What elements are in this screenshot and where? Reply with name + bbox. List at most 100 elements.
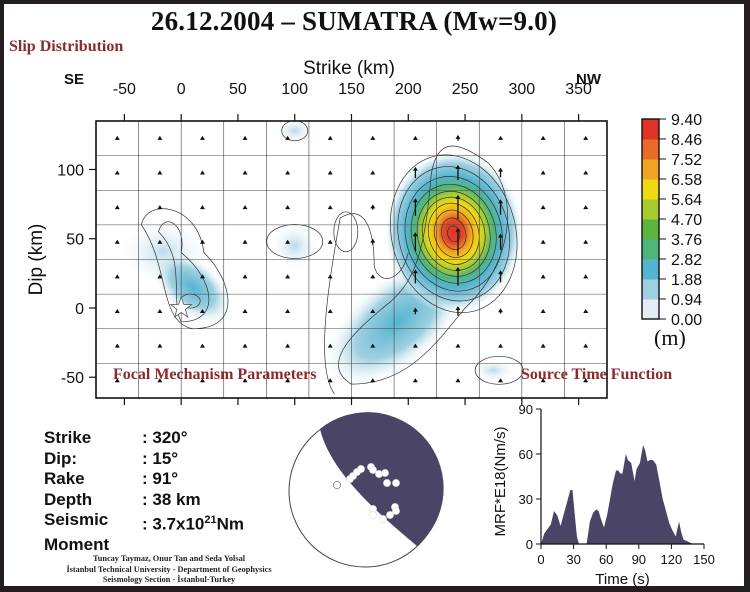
colorbar-segment bbox=[642, 239, 659, 260]
slip-vector-head bbox=[583, 343, 589, 348]
colorbar-segment bbox=[642, 179, 659, 200]
x-tick-label: 150 bbox=[693, 552, 715, 567]
slip-vector-head bbox=[583, 170, 589, 175]
colorbar-unit: (m) bbox=[654, 325, 686, 350]
x-tick-label: 50 bbox=[229, 81, 247, 98]
contour-line bbox=[421, 196, 486, 271]
slip-vector-head bbox=[199, 205, 205, 210]
station-polarity-marker bbox=[383, 479, 391, 487]
slip-vector-head bbox=[114, 135, 120, 140]
x-axis-label: Strike (km) bbox=[303, 58, 395, 79]
slip-vector-head bbox=[327, 205, 333, 210]
y-axis-label: MRF*E18(Nm/s) bbox=[492, 426, 509, 536]
slip-vector-head bbox=[114, 274, 120, 279]
slip-vector-head bbox=[412, 232, 418, 237]
slip-vector-head bbox=[370, 238, 376, 243]
page-title: 26.12.2004 – SUMATRA (Mw=9.0) bbox=[150, 6, 558, 36]
slip-vector-head bbox=[242, 135, 248, 140]
contour-line bbox=[404, 176, 503, 292]
slip-vector-head bbox=[455, 227, 461, 232]
slip-vector-head bbox=[285, 308, 291, 313]
slip-vector-head bbox=[412, 269, 418, 274]
parameter-label: Seismic bbox=[44, 510, 109, 529]
slip-vector-head bbox=[412, 135, 418, 140]
slip-vector-head bbox=[114, 378, 120, 383]
credit-line: İstanbul Technical University - Departme… bbox=[66, 564, 272, 574]
y-tick-label: -50 bbox=[61, 370, 84, 387]
parameter-row: Rake : 91° bbox=[44, 469, 244, 490]
parameter-label: Moment bbox=[44, 535, 110, 555]
slip-vector-head bbox=[455, 134, 461, 139]
x-tick-label: 0 bbox=[537, 552, 544, 567]
colorbar-tick-label: 9.40 bbox=[671, 112, 702, 129]
slip-vector-head bbox=[199, 378, 205, 383]
parameter-value: : 38 km bbox=[142, 489, 201, 509]
slip-vector-head bbox=[285, 239, 291, 244]
slip-vector-head bbox=[540, 274, 546, 279]
y-tick-label: 100 bbox=[57, 162, 84, 179]
slip-vector-head bbox=[327, 308, 333, 313]
colorbar-tick-label: 6.58 bbox=[671, 172, 702, 189]
slip-vector-head bbox=[285, 205, 291, 210]
colorbar-segment bbox=[642, 199, 659, 220]
contour-line bbox=[410, 183, 497, 284]
slip-vector-head bbox=[157, 205, 163, 210]
parameter-label: Rake bbox=[44, 469, 85, 488]
slip-vector-head bbox=[583, 205, 589, 210]
colorbar-tick-label: 4.70 bbox=[671, 212, 702, 229]
slip-vector-head bbox=[327, 343, 333, 348]
slip-vector-head bbox=[583, 239, 589, 244]
contour-line bbox=[333, 211, 359, 253]
slip-vector-head bbox=[285, 343, 291, 348]
slip-vector-head bbox=[242, 378, 248, 383]
slip-vector-head bbox=[157, 308, 163, 313]
slip-vector-head bbox=[370, 204, 376, 209]
slip-vector-head bbox=[540, 170, 546, 175]
parameter-label: Depth bbox=[44, 489, 93, 509]
colorbar-segment bbox=[642, 219, 659, 240]
contour-line bbox=[427, 202, 480, 265]
parameter-value: : 91° bbox=[142, 469, 179, 488]
contour-line bbox=[281, 121, 309, 142]
slip-vector-head bbox=[327, 239, 333, 244]
slip-vector-head bbox=[455, 306, 461, 311]
slip-vector-head bbox=[327, 135, 333, 140]
slip-vector-head bbox=[242, 343, 248, 348]
slip-vector-head bbox=[157, 135, 163, 140]
colorbar-tick-label: 0.00 bbox=[671, 312, 702, 329]
slip-vector-head bbox=[455, 194, 461, 199]
slip-vector-head bbox=[199, 135, 205, 140]
station-polarity-marker bbox=[357, 465, 365, 473]
beachball-diagram bbox=[288, 412, 444, 568]
slip-vector-head bbox=[498, 233, 504, 238]
slip-vector-head bbox=[455, 378, 461, 383]
contour-line bbox=[324, 213, 409, 395]
y-tick-label: 50 bbox=[66, 232, 84, 249]
slip-vector-head bbox=[370, 135, 376, 140]
x-tick-label: 0 bbox=[177, 81, 186, 98]
credits: Tuncay Taymaz, Onur Tan and Seda Yolsal … bbox=[44, 554, 294, 586]
slip-vector-head bbox=[157, 343, 163, 348]
slip-vector-head bbox=[157, 274, 163, 279]
hypocenter-star-icon bbox=[169, 295, 193, 318]
slip-vector-head bbox=[285, 170, 291, 175]
station-polarity-marker bbox=[379, 515, 387, 523]
station-polarity-marker bbox=[369, 466, 377, 474]
slip-vector-head bbox=[285, 135, 291, 140]
beachball-compression-quadrant bbox=[320, 412, 444, 546]
slip-vector-head bbox=[242, 170, 248, 175]
y-axis-label: Dip (km) bbox=[26, 224, 47, 296]
slip-vector-head bbox=[498, 343, 504, 348]
slip-vector-head bbox=[498, 270, 504, 275]
focal-mechanism-heading: Focal Mechanism Parameters bbox=[113, 366, 317, 383]
slip-vector-head bbox=[199, 170, 205, 175]
slip-distribution-heading: Slip Distribution bbox=[9, 38, 124, 55]
slip-vector-head bbox=[455, 164, 461, 169]
credit-line: Seismology Section - İstanbul-Turkey bbox=[102, 575, 236, 584]
colorbar-segment bbox=[642, 279, 659, 300]
contour-line bbox=[433, 209, 474, 258]
colorbar-segment bbox=[642, 159, 659, 180]
slip-vector-head bbox=[242, 308, 248, 313]
x-axis-label: Time (s) bbox=[595, 571, 649, 588]
y-tick-label: 60 bbox=[519, 447, 533, 462]
